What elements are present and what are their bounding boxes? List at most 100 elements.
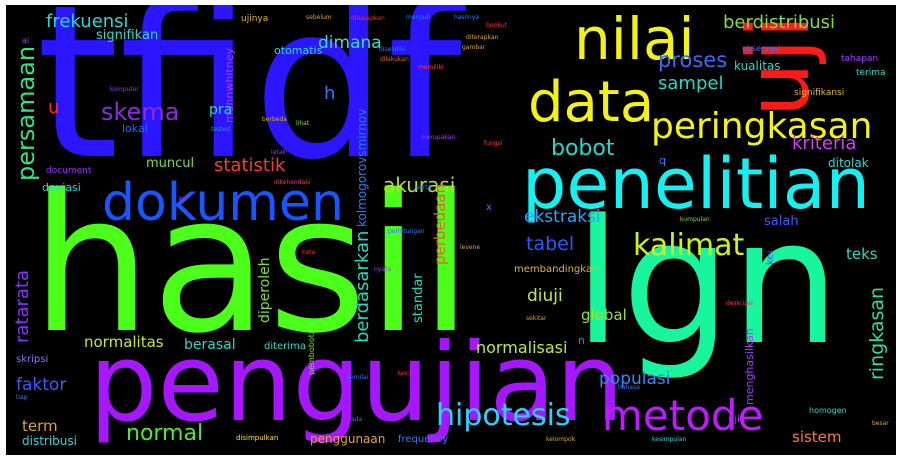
word-berbeda: berbeda — [262, 117, 287, 123]
word-ringkasan: ringkasan — [868, 287, 887, 380]
word-ada: ada — [351, 417, 362, 423]
word-persamaan: persamaan — [14, 46, 38, 181]
word-kolmogorovsmirnov: kolmogorovsmirnov — [356, 109, 368, 227]
word-diuji: diuji — [527, 288, 563, 305]
word-diterapkan: diterapkan — [466, 35, 498, 41]
word-kriteria: kriteria — [792, 135, 856, 153]
word-frequency: frequency — [398, 435, 448, 445]
word-distribusi: distribusi — [22, 435, 77, 447]
word-ditolak: ditolak — [828, 157, 869, 169]
word-signifikansi: signifikansi — [794, 89, 844, 98]
word-perhitungan: perhitungan — [388, 229, 425, 235]
word-kesimpulan: kesimpulan — [652, 437, 686, 443]
word-n: n — [578, 335, 585, 346]
word-signifikan: signifikan — [96, 29, 158, 42]
word-tahapan: tahapan — [841, 55, 878, 64]
word-penggunaan: penggunaan — [310, 433, 385, 445]
word-normalisasi: normalisasi — [476, 340, 567, 356]
word-diharapkan: diharapkan — [351, 16, 385, 22]
word-kecil: kecil — [398, 371, 412, 377]
word-deskripsi: deskripsi — [726, 301, 753, 307]
word-dimana: dimana — [318, 35, 382, 52]
word-diterima: diterima — [264, 342, 306, 352]
word-standar: standar — [412, 273, 425, 323]
word-diperoleh: diperoleh — [258, 257, 272, 323]
word-normalitas: normalitas — [84, 335, 164, 350]
word-menjadi: menjadi — [406, 15, 430, 21]
word-skripsi: skripsi — [16, 355, 48, 365]
word-perbedaan: perbedaan — [433, 184, 448, 265]
word-bobot: bobot — [551, 138, 614, 160]
word-tiap: tiap — [16, 395, 28, 401]
word-ujinya: ujinya — [241, 15, 268, 24]
word-observasi: observasi — [742, 45, 780, 53]
word-data: data — [528, 75, 654, 131]
word-dilakukan: dilakukan — [380, 57, 409, 63]
word-serta: serta — [416, 185, 431, 191]
word-faktor: faktor — [16, 377, 66, 394]
word-kata: kata — [302, 250, 315, 256]
word-membandingkan: membandingkan — [514, 265, 598, 275]
word-pembobotan: pembobotan — [308, 324, 316, 375]
word-ekstraksi: ekstraksi — [524, 209, 601, 226]
word-hasilnya: hasilnya — [454, 15, 479, 21]
word-skema: skema — [101, 100, 179, 124]
word-salah: salah — [764, 215, 799, 228]
word-nyata: nyata — [374, 267, 391, 273]
word-ratarata: ratarata — [14, 270, 32, 343]
word-kei: kei — [766, 251, 776, 265]
word-fungsi: fungsi — [484, 141, 502, 147]
word-statistik: statistik — [214, 157, 285, 175]
word-kelompok: kelompok — [546, 437, 575, 443]
word-sebelum: sebelum — [306, 15, 332, 21]
word-wf: wf — [178, 195, 187, 203]
word-diselidiki: diselidiki — [379, 47, 405, 53]
word-x: x — [486, 203, 492, 213]
word-tested: tested — [211, 127, 230, 133]
word-menghasilkan: menghasilkan — [744, 328, 755, 405]
word-deviasi: deviasi — [42, 182, 81, 193]
word-kualitas: kualitas — [734, 60, 781, 72]
word-sekitar: sekitar — [526, 316, 546, 322]
word-levene: levene — [460, 245, 480, 251]
word-berasal: berasal — [184, 338, 236, 352]
word-besar: besar — [872, 421, 889, 427]
word-muncul: muncul — [146, 157, 194, 170]
word-sistem: sistem — [792, 430, 842, 445]
word-otomatis: otomatis — [274, 45, 322, 56]
word-gambar: gambar — [462, 45, 485, 51]
word-q: q — [659, 155, 666, 166]
word-kumpulan: kumpulan — [680, 217, 710, 223]
word-lihat: lihat — [296, 121, 309, 127]
word-sampel: sampel — [658, 75, 723, 93]
word-u: u — [48, 99, 59, 117]
word-tabel: tabel — [526, 235, 574, 254]
word-bernilai: bernilai — [346, 375, 368, 381]
word-pra: pra — [209, 103, 232, 117]
word-berdistribusi: berdistribusi — [723, 14, 835, 32]
word-h: h — [324, 85, 335, 103]
word-teks: teks — [846, 247, 878, 262]
word-ai: ai — [22, 37, 29, 45]
word-term: term — [22, 419, 58, 434]
word-memiliki: memiliki — [418, 65, 444, 71]
word-bahasa: bahasa — [618, 385, 640, 391]
word-normal: normal — [126, 423, 203, 445]
word-letak: letak — [271, 150, 286, 156]
word-komputer: komputer — [110, 87, 139, 93]
word-cloud: tfidf hasil lgn pengujian penelitian uji… — [6, 5, 896, 455]
word-berdasarkan: berdasarkan — [354, 231, 372, 343]
word-kalimat: kalimat — [633, 231, 744, 261]
word-lokal: lokal — [122, 123, 148, 134]
word-dikehendaki: dikehendaki — [274, 180, 310, 186]
word-merupakan: merupakan — [421, 135, 455, 141]
word-hipotesis: hipotesis — [436, 401, 571, 431]
word-document: document — [46, 167, 91, 176]
word-ujit: ujit — [728, 415, 744, 425]
word-global: global — [581, 308, 627, 323]
word-homogen: homogen — [809, 407, 847, 415]
word-terima: terima — [856, 69, 886, 78]
word-berikut: berikut — [486, 23, 507, 29]
word-proses: proses — [658, 50, 727, 71]
word-disimpulkan: disimpulkan — [236, 435, 278, 442]
